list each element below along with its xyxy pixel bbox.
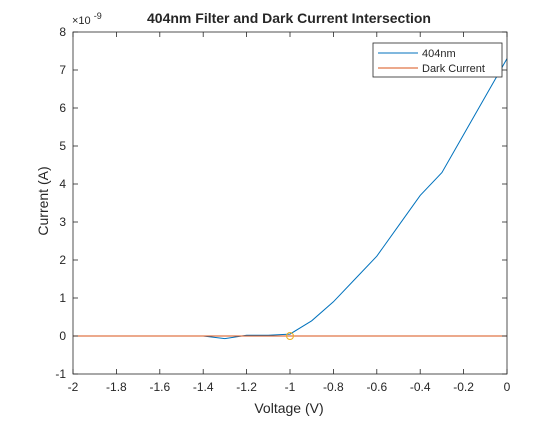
x-tick-label: -0.4 [410,380,431,394]
y-tick-label: 8 [59,25,66,39]
y-tick-label: 6 [59,101,66,115]
x-tick-label: 0 [504,380,511,394]
x-tick-label: -1.2 [236,380,257,394]
y-tick-label: 3 [59,215,66,229]
chart-title: 404nm Filter and Dark Current Intersecti… [147,10,431,26]
legend: 404nm Dark Current [372,42,503,78]
y-tick-label: 7 [59,63,66,77]
plot-area [73,32,507,374]
x-axis-label: Voltage (V) [254,400,323,416]
series-layer [73,58,508,340]
y-axis-label: Current (A) [35,166,51,235]
x-tick-label: -1.6 [149,380,170,394]
x-tick-label: -1.4 [193,380,214,394]
plot-background [73,32,507,374]
x-tick-label: -0.6 [366,380,387,394]
y-axis-exponent-base: ×10 [72,15,91,27]
legend-box [372,42,503,78]
legend-label: Dark Current [422,63,485,75]
y-tick-label: -1 [55,367,66,381]
y-tick-label: 5 [59,139,66,153]
y-axis-exponent: ×10 -9 [72,11,102,27]
y-tick-label: 4 [59,177,66,191]
x-tick-label: -1.8 [106,380,127,394]
legend-label: 404nm [422,48,456,60]
x-tick-label: -1 [285,380,296,394]
y-tick-label: 0 [59,329,66,343]
x-tick-label: -0.8 [323,380,344,394]
x-tick-label: -2 [68,380,79,394]
intersection-marker [286,332,294,340]
y-tick-label: 1 [59,291,66,305]
ticks-layer: -2 -1.8 -1.6 -1.4 -1.2 -1 -0.8 -0.6 -0.4 -0.2 0 -1 0… [55,25,510,394]
y-tick-label: 2 [59,253,66,267]
x-tick-label: -0.2 [453,380,474,394]
y-axis-exponent-power: -9 [94,11,102,21]
